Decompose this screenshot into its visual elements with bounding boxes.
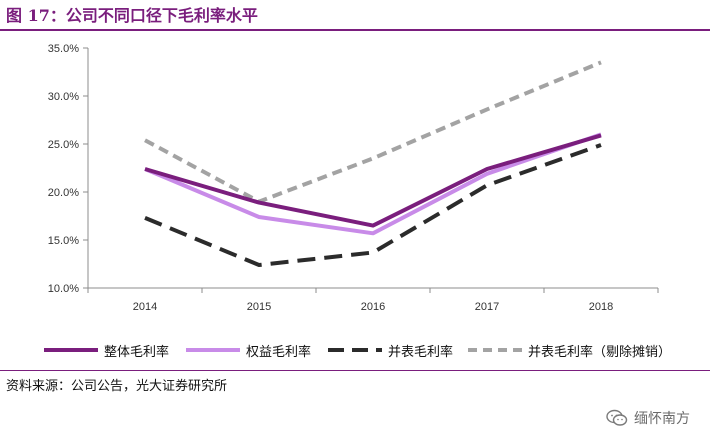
title-divider [0,29,710,31]
legend-swatch-consolidated [328,348,382,352]
x-tick-label: 2016 [361,301,385,313]
legend-label-overall: 整体毛利率 [104,344,170,360]
y-tick-label: 30.0% [48,91,79,103]
legend-item-equity: 权益毛利率 [186,339,311,361]
figure-title: 图 17：公司不同口径下毛利率水平 [6,6,258,25]
legend-swatch-equity [186,348,240,352]
legend-swatch-overall [44,348,98,352]
legend-swatch-consolidated-ex-amortization [468,348,522,352]
y-tick-label: 10.0% [48,283,79,295]
source-divider [0,370,710,371]
x-tick-label: 2014 [133,301,157,313]
gross-margin-line-chart: 10.0% 15.0% 20.0% 25.0% 30.0% 35.0% 2014 2015 20… [48,43,659,313]
legend-label-consolidated-ex-amortization: 并表毛利率（剔除摊销） [528,344,672,360]
series-line-overall [144,133,602,228]
series-line-consolidated-ex-amortization [144,60,602,204]
watermark: 缅怀南方 [606,408,690,428]
y-tick-label: 15.0% [48,235,79,247]
x-tick-label: 2018 [589,301,613,313]
legend-item-consolidated: 并表毛利率 [328,339,453,361]
wechat-icon [606,409,628,426]
x-tick-label: 2015 [247,301,271,313]
legend-label-equity: 权益毛利率 [246,344,312,360]
y-tick-label: 25.0% [48,139,79,151]
chart-legend: 整体毛利率 权益毛利率 并表毛利率 并表毛利率（剔除摊销） [0,339,710,361]
series-line-consolidated [144,143,602,267]
watermark-text: 缅怀南方 [634,411,690,427]
legend-item-consolidated-ex-amortization: 并表毛利率（剔除摊销） [468,339,671,361]
series-line-equity [144,132,602,236]
y-tick-label: 20.0% [48,187,79,199]
legend-item-overall: 整体毛利率 [44,339,169,361]
legend-label-consolidated: 并表毛利率 [388,344,454,360]
source-note: 资料来源：公司公告，光大证券研究所 [6,379,228,394]
y-tick-label: 35.0% [48,43,79,55]
x-tick-label: 2017 [475,301,499,313]
